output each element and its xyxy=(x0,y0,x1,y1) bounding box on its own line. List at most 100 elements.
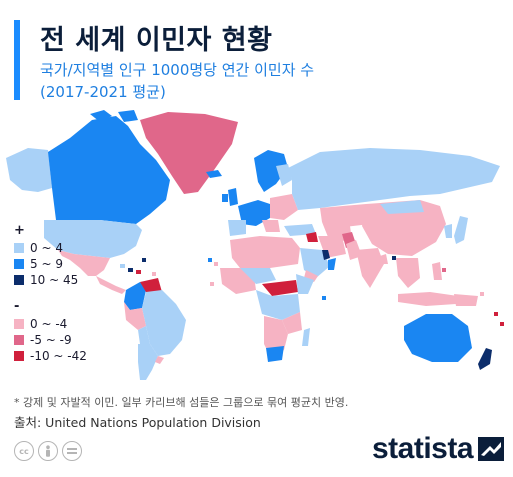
saudi-arabia xyxy=(300,248,330,278)
legend-swatch xyxy=(14,351,24,361)
legend-label: 0 ~ -4 xyxy=(30,317,68,331)
island-dot-7 xyxy=(494,312,498,316)
island-dot-3 xyxy=(262,176,266,180)
bolivia xyxy=(138,326,150,344)
island-dot-8 xyxy=(480,292,484,296)
western-europe xyxy=(238,200,270,226)
scandinavia xyxy=(254,150,288,192)
india xyxy=(356,248,384,288)
legend-swatch xyxy=(14,275,24,285)
legend-label: -10 ~ -42 xyxy=(30,349,87,363)
southeast-asia xyxy=(396,258,420,288)
source-note: 출처: United Nations Population Division xyxy=(14,415,261,430)
island-dot-1 xyxy=(208,258,212,262)
oman xyxy=(328,258,336,270)
venezuela xyxy=(140,278,162,292)
island-dot-4 xyxy=(392,256,396,260)
canada xyxy=(48,116,170,224)
papua xyxy=(454,294,478,306)
canada-islands xyxy=(90,110,138,122)
mongolia xyxy=(380,200,424,214)
world-map-svg xyxy=(6,110,504,380)
caribbean-2 xyxy=(128,268,133,272)
legend-item: 0 ~ 4 xyxy=(14,240,87,256)
central-america xyxy=(96,276,126,294)
page-subtitle: 국가/지역별 인구 1000명당 연간 이민자 수 (2017-2021 평균) xyxy=(40,59,314,103)
china xyxy=(362,200,446,256)
caribbean-3 xyxy=(136,270,141,274)
bangladesh xyxy=(380,254,388,264)
finland xyxy=(276,164,292,186)
new-zealand xyxy=(478,348,492,370)
legend-label: 10 ~ 45 xyxy=(30,273,79,287)
no-derivatives-icon[interactable] xyxy=(62,441,82,461)
iceland xyxy=(206,170,222,178)
east-africa xyxy=(282,312,302,334)
indonesia xyxy=(398,292,458,306)
map-legend: + 0 ~ 4 5 ~ 9 10 ~ 45 - 0 ~ -4 -5 ~ -9 -… xyxy=(14,222,87,364)
subtitle-line-2: (2017-2021 평균) xyxy=(40,83,166,101)
kazakhstan xyxy=(320,204,370,228)
island-dot-6 xyxy=(500,322,504,326)
caribbean-1 xyxy=(120,264,125,268)
legend-item: 0 ~ -4 xyxy=(14,316,87,332)
legend-negative-header: - xyxy=(14,299,20,314)
syria xyxy=(306,232,318,242)
brand-name: statista xyxy=(372,432,474,465)
subtitle-line-1: 국가/지역별 인구 1000명당 연간 이민자 수 xyxy=(40,61,315,79)
legend-positive-header: + xyxy=(14,223,25,238)
legend-item: -5 ~ -9 xyxy=(14,332,87,348)
page-title: 전 세계 이민자 현황 xyxy=(40,25,273,56)
eastern-europe xyxy=(270,194,298,220)
license-icons: cc xyxy=(14,441,82,461)
caribbean-5 xyxy=(152,272,156,276)
central-africa xyxy=(256,290,300,320)
iberia xyxy=(228,220,246,236)
mexico xyxy=(58,250,110,276)
gulf-states xyxy=(322,250,330,260)
japan xyxy=(454,216,468,244)
uk xyxy=(228,188,238,206)
philippines xyxy=(432,262,442,280)
north-africa xyxy=(230,236,300,268)
greenland xyxy=(140,112,238,194)
south-america-brazil xyxy=(142,290,186,356)
chile-argentina xyxy=(138,344,158,380)
usa xyxy=(44,220,142,258)
island-dot-9 xyxy=(210,282,214,286)
caribbean-4 xyxy=(142,258,146,262)
south-africa xyxy=(266,346,284,362)
statista-logo-mark-icon xyxy=(478,437,505,461)
legend-item: 5 ~ 9 xyxy=(14,256,87,272)
attribution-icon[interactable] xyxy=(38,441,58,461)
island-dot-2 xyxy=(214,262,218,266)
statista-logo[interactable]: statista xyxy=(372,432,505,466)
island-dot-5 xyxy=(442,268,446,272)
korea xyxy=(444,224,452,238)
australia xyxy=(404,314,472,362)
usa-alaska xyxy=(6,148,52,192)
footnote: * 강제 및 자발적 이민. 일부 카리브해 섬들은 그룹으로 묶여 평균치 반… xyxy=(14,396,349,409)
legend-label: 0 ~ 4 xyxy=(30,241,63,255)
madagascar xyxy=(302,328,310,346)
south-sudan-car xyxy=(262,280,298,296)
legend-item: 10 ~ 45 xyxy=(14,272,87,288)
colombia xyxy=(124,282,146,310)
sahel xyxy=(240,268,276,284)
legend-label: 5 ~ 9 xyxy=(30,257,63,271)
legend-swatch xyxy=(14,335,24,345)
legend-item: -10 ~ -42 xyxy=(14,348,87,364)
cc-icon[interactable]: cc xyxy=(14,441,34,461)
legend-label: -5 ~ -9 xyxy=(30,333,72,347)
uruguay xyxy=(155,356,164,364)
legend-swatch xyxy=(14,243,24,253)
world-map xyxy=(0,108,513,383)
peru xyxy=(124,302,146,330)
balkans xyxy=(262,220,280,232)
ireland xyxy=(222,194,228,202)
ethiopia-horn xyxy=(296,274,314,294)
legend-swatch xyxy=(14,259,24,269)
turkey xyxy=(284,224,316,236)
island-dot-10 xyxy=(322,296,326,300)
russia xyxy=(288,148,500,210)
